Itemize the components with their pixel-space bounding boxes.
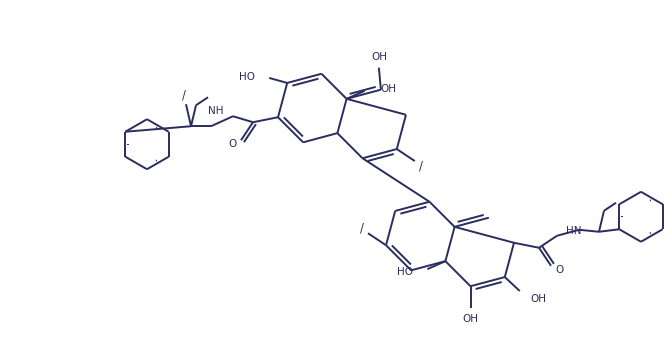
Text: OH: OH <box>463 314 479 324</box>
Text: HO: HO <box>239 72 255 82</box>
Text: HN: HN <box>566 226 581 236</box>
Text: O: O <box>556 265 564 275</box>
Text: /: / <box>419 159 423 173</box>
Text: OH: OH <box>531 294 547 304</box>
Text: OH: OH <box>380 84 396 94</box>
Text: /: / <box>182 89 186 102</box>
Text: O: O <box>228 139 236 149</box>
Text: /: / <box>360 222 364 235</box>
Text: NH: NH <box>207 106 223 116</box>
Text: OH: OH <box>371 52 387 62</box>
Text: HO: HO <box>398 267 414 277</box>
